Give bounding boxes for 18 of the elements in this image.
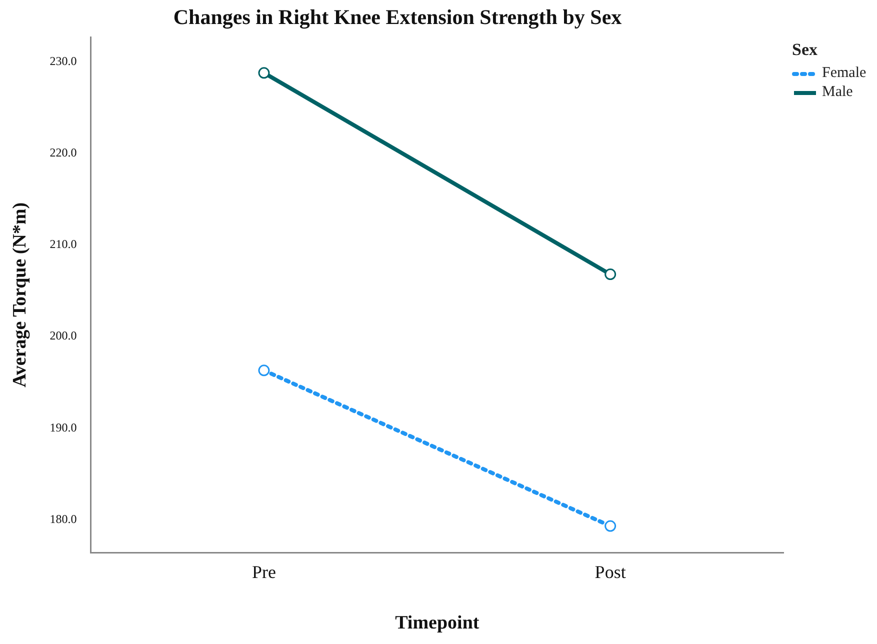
y-tick-label: 200.0 (50, 328, 77, 343)
point (604, 268, 616, 280)
point (258, 67, 270, 79)
chart-title: Changes in Right Knee Extension Strength by Sex (173, 5, 622, 30)
point (258, 364, 270, 376)
x-tick-label: Pre (252, 562, 276, 582)
point (604, 520, 616, 532)
y-tick-label: 190.0 (50, 420, 77, 434)
x-axis-title: Timepoint (395, 612, 480, 634)
y-tick-label: 220.0 (50, 146, 77, 160)
y-axis-title: Average Torque (N*m) (9, 202, 30, 388)
y-tick-label: 180.0 (50, 512, 77, 526)
legend-title: Sex (792, 40, 818, 60)
x-tick-label: Post (594, 562, 626, 582)
legend-label: Female (822, 65, 866, 82)
legend-label: Male (822, 84, 853, 101)
y-tick-label: 230.0 (50, 54, 77, 68)
y-tick-label: 210.0 (50, 237, 77, 252)
